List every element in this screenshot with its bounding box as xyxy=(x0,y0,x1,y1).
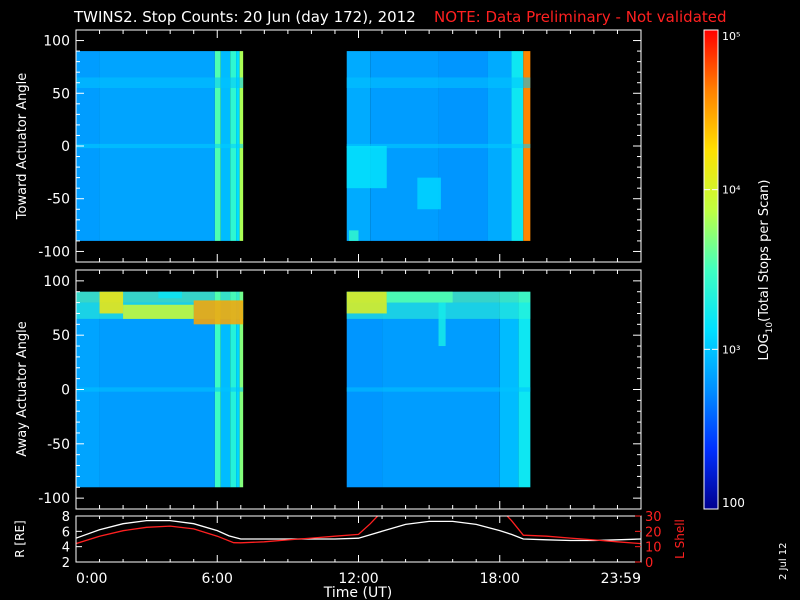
y-tick-label: 0 xyxy=(61,383,70,399)
colorbar: 100 10³ 10⁴ 10⁵ LOG10(Total Stops per Scan) xyxy=(703,29,775,510)
heatmap-patch xyxy=(193,300,244,325)
colorbar-ticks: 100 10³ 10⁴ 10⁵ xyxy=(704,29,745,510)
y-tick-label: 100 xyxy=(43,274,70,290)
y-tick-label: 50 xyxy=(52,328,70,344)
y-tick-label: 100 xyxy=(43,34,70,50)
time-tick-label: 0:00 xyxy=(76,571,107,587)
time-tick-label: 18:00 xyxy=(480,571,520,587)
toward-heatmap xyxy=(76,51,531,241)
heatmap-patch xyxy=(158,291,182,299)
y-tick-label: 0 xyxy=(61,139,70,155)
y-tick-label: -50 xyxy=(47,192,70,208)
time-xlabel: Time (UT) xyxy=(323,585,392,600)
heatmap-patch xyxy=(349,230,359,241)
lshell-tick-label: 20 xyxy=(645,525,662,540)
heatmap-patch xyxy=(417,177,441,210)
heatmap-patch xyxy=(123,304,194,319)
lshell-line xyxy=(76,516,641,545)
lshell-ylabel: L Shell xyxy=(673,519,687,559)
heatmap-band xyxy=(346,387,531,392)
away-ylabel: Away Actuator Angle xyxy=(15,321,30,456)
toward-axis: 100 50 0 -50 -100 xyxy=(38,30,642,262)
y-tick-label: -100 xyxy=(38,244,70,260)
away-axis: 100 50 0 -50 -100 xyxy=(38,270,642,509)
y-tick-label: -100 xyxy=(38,491,70,507)
heatmap-patch xyxy=(346,291,387,314)
toward-panel: 100 50 0 -50 -100 Toward Actuator Angle xyxy=(15,29,642,263)
r-tick-label: 2 xyxy=(62,556,70,571)
colorbar-tick-label: 10⁴ xyxy=(722,184,741,197)
colorbar-label: LOG10(Total Stops per Scan) xyxy=(757,180,775,361)
r-ylabel: R [RE] xyxy=(13,520,27,557)
heatmap-band xyxy=(346,77,531,88)
chart-title: TWINS2. Stop Counts: 20 Jun (day 172), 2… xyxy=(73,8,416,26)
y-tick-label: -50 xyxy=(47,437,70,453)
time-tick-label: 23:59 xyxy=(601,571,641,587)
lshell-tick-label: 10 xyxy=(645,541,662,556)
side-date: 2 Jul 12 xyxy=(778,542,789,580)
colorbar-frame xyxy=(703,29,719,510)
r-line xyxy=(76,519,641,542)
r-tick-label: 4 xyxy=(62,541,70,556)
orbit-lines xyxy=(76,516,641,545)
time-tick-label: 12:00 xyxy=(338,571,378,587)
heatmap-patch xyxy=(346,146,387,189)
heatmap-patch xyxy=(438,302,446,347)
y-tick-label: 50 xyxy=(52,86,70,102)
lshell-tick-label: 30 xyxy=(645,510,662,525)
toward-ylabel: Toward Actuator Angle xyxy=(15,73,30,220)
heatmap-band xyxy=(76,143,244,149)
heatmap-band xyxy=(346,302,531,319)
lshell-tick-label: 0 xyxy=(645,556,653,571)
colorbar-tick-label: 10⁵ xyxy=(722,30,740,43)
away-panel: 100 50 0 -50 -100 Away Actuator Angle xyxy=(15,269,642,510)
r-tick-label: 6 xyxy=(62,525,70,540)
heatmap-patch xyxy=(386,291,453,303)
away-heatmap xyxy=(76,291,531,488)
heatmap-patch xyxy=(99,291,124,314)
colorbar-gradient xyxy=(704,30,718,509)
colorbar-tick-label: 10³ xyxy=(722,343,740,356)
r-tick-label: 8 xyxy=(62,510,70,525)
time-tick-label: 6:00 xyxy=(202,571,233,587)
heatmap-band xyxy=(76,77,244,88)
heatmap-band xyxy=(346,143,531,149)
colorbar-tick-label: 100 xyxy=(722,496,745,510)
preliminary-note: NOTE: Data Preliminary - Not validated xyxy=(434,8,727,26)
heatmap-band xyxy=(76,387,244,392)
